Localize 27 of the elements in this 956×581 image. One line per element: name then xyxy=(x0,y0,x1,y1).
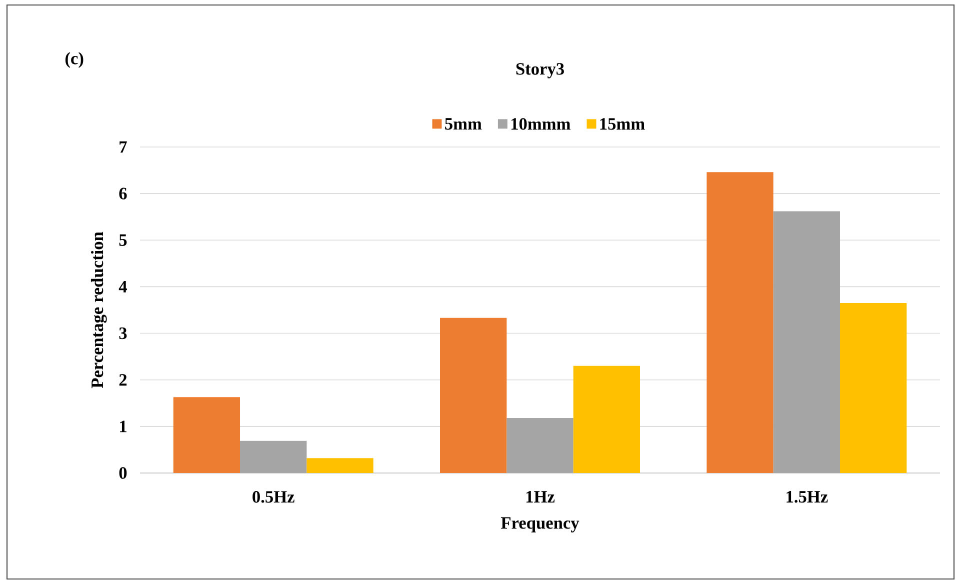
y-tick-label: 4 xyxy=(118,280,127,292)
y-tick-label: 7 xyxy=(120,141,127,153)
bar xyxy=(173,397,240,473)
bar xyxy=(440,318,507,473)
y-tick-label: 1 xyxy=(120,420,126,432)
y-tick-label: 6 xyxy=(119,188,127,200)
legend-label: 5mm xyxy=(445,118,482,130)
x-axis-title: Frequency xyxy=(500,517,580,532)
bar xyxy=(840,303,907,473)
y-tick-label: 0 xyxy=(119,467,127,479)
chart-title: Story3 xyxy=(516,63,564,78)
bar xyxy=(706,172,774,473)
bar xyxy=(240,440,307,473)
x-tick-label: 1.5Hz xyxy=(786,491,828,503)
legend-label: 10mmm xyxy=(511,118,570,130)
y-tick-label: 2 xyxy=(119,374,127,386)
x-tick-label: 0.5Hz xyxy=(252,491,294,503)
bar xyxy=(306,458,374,473)
y-tick-label: 5 xyxy=(119,234,127,246)
bar xyxy=(573,366,640,473)
legend-label: 15mm xyxy=(600,118,645,130)
x-tick-label: 1Hz xyxy=(526,491,555,502)
bar xyxy=(773,211,840,473)
text: (c) xyxy=(65,52,84,68)
y-axis-title: Percentage reduction xyxy=(90,232,107,388)
bar xyxy=(506,418,574,473)
y-tick-label: 3 xyxy=(119,327,127,340)
